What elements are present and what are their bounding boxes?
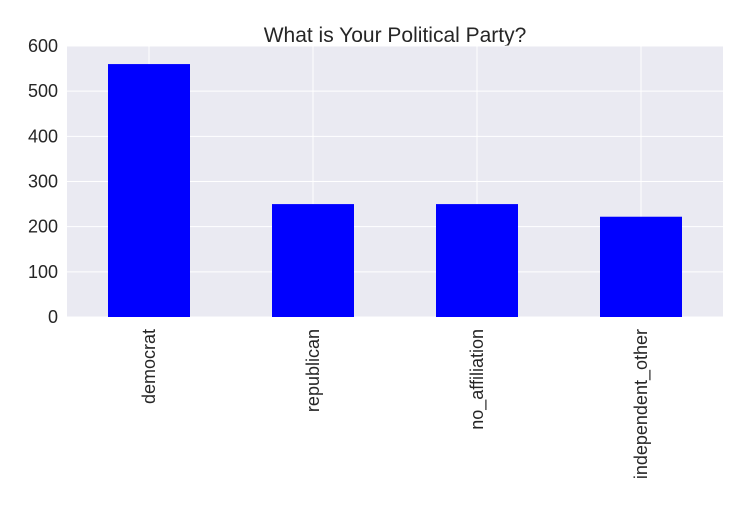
y-tick-label: 600 [28,36,58,56]
y-tick-label: 500 [28,81,58,101]
y-tick-label: 100 [28,262,58,282]
y-tick-label: 400 [28,126,58,146]
y-axis-ticks: 0 100 200 300 400 500 600 [28,36,58,327]
bar-democrat [108,64,190,317]
x-tick-label: democrat [139,329,159,404]
x-tick-label: no_affiliation [467,329,488,430]
y-tick-label: 0 [48,307,58,327]
bars [108,64,682,317]
bar-independent-other [600,216,682,317]
y-tick-label: 200 [28,217,58,237]
bar-no-affiliation [436,204,518,317]
y-tick-label: 300 [28,172,58,192]
x-tick-label: republican [303,329,323,412]
bar-republican [272,204,354,317]
x-axis-ticks: democrat republican no_affiliation independ… [139,329,652,479]
x-tick-label: independent_other [631,329,652,479]
chart-title: What is Your Political Party? [264,24,527,47]
